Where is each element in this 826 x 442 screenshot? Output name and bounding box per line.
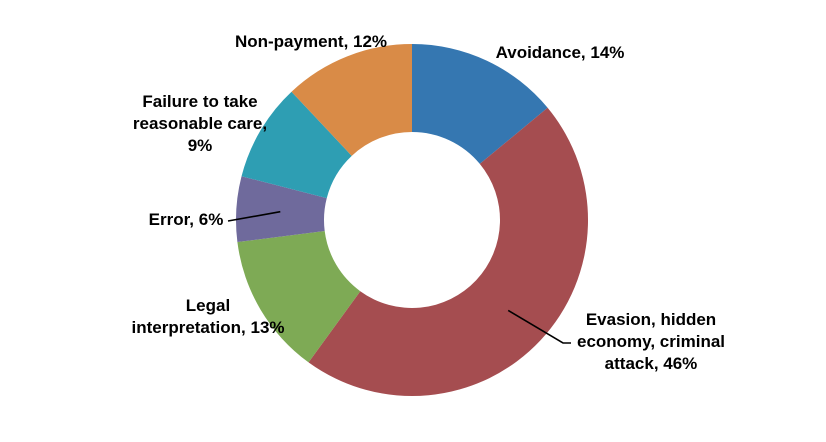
leader-line-evasion — [507, 309, 571, 344]
slice-avoidance — [412, 44, 548, 164]
label-non-payment: Non-payment, 12% — [234, 32, 388, 51]
leader-line-error — [227, 210, 281, 222]
label-error: Error, 6% — [148, 210, 224, 229]
label-avoidance: Avoidance, 14% — [495, 43, 625, 62]
label-failure-reasonable-care: Failure to take reasonable care, 9% — [132, 92, 268, 155]
slice-evasion — [308, 107, 589, 397]
slice-non-payment — [291, 44, 412, 156]
slice-failure-reasonable-care — [241, 91, 352, 199]
slice-error — [236, 176, 327, 243]
label-evasion: Evasion, hidden economy, criminal attack… — [576, 310, 726, 373]
label-legal-interpretation: Legal interpretation, 13% — [131, 296, 285, 337]
slice-legal-interpretation — [237, 231, 361, 363]
